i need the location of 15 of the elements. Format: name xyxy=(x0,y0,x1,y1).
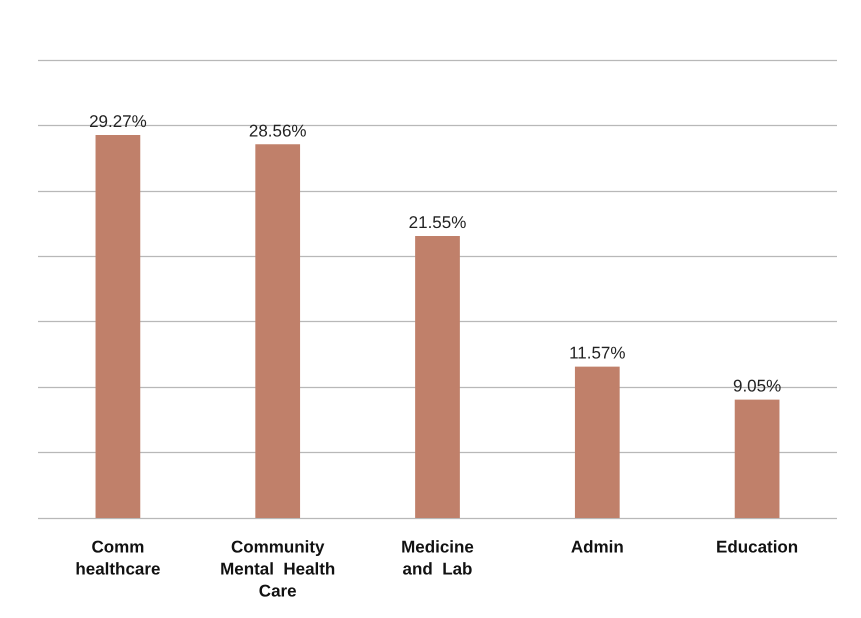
bar xyxy=(415,236,460,518)
x-tick-label: Admin xyxy=(570,538,624,556)
data-label: 9.05% xyxy=(733,376,782,396)
bar xyxy=(255,144,300,518)
bar xyxy=(734,400,780,518)
x-tick-label: Community Mental Health Care xyxy=(220,538,336,600)
bar xyxy=(574,366,620,518)
data-label: 28.56% xyxy=(248,121,307,140)
data-label: 11.57% xyxy=(569,344,626,363)
x-tick-label: Comm healthcare xyxy=(75,538,160,578)
bar xyxy=(96,134,140,518)
x-tick-label: Education xyxy=(716,538,798,556)
data-label: 21.55% xyxy=(408,213,466,232)
x-tick-label: Medicine and Lab xyxy=(401,538,474,578)
data-label: 29.27% xyxy=(89,112,147,131)
